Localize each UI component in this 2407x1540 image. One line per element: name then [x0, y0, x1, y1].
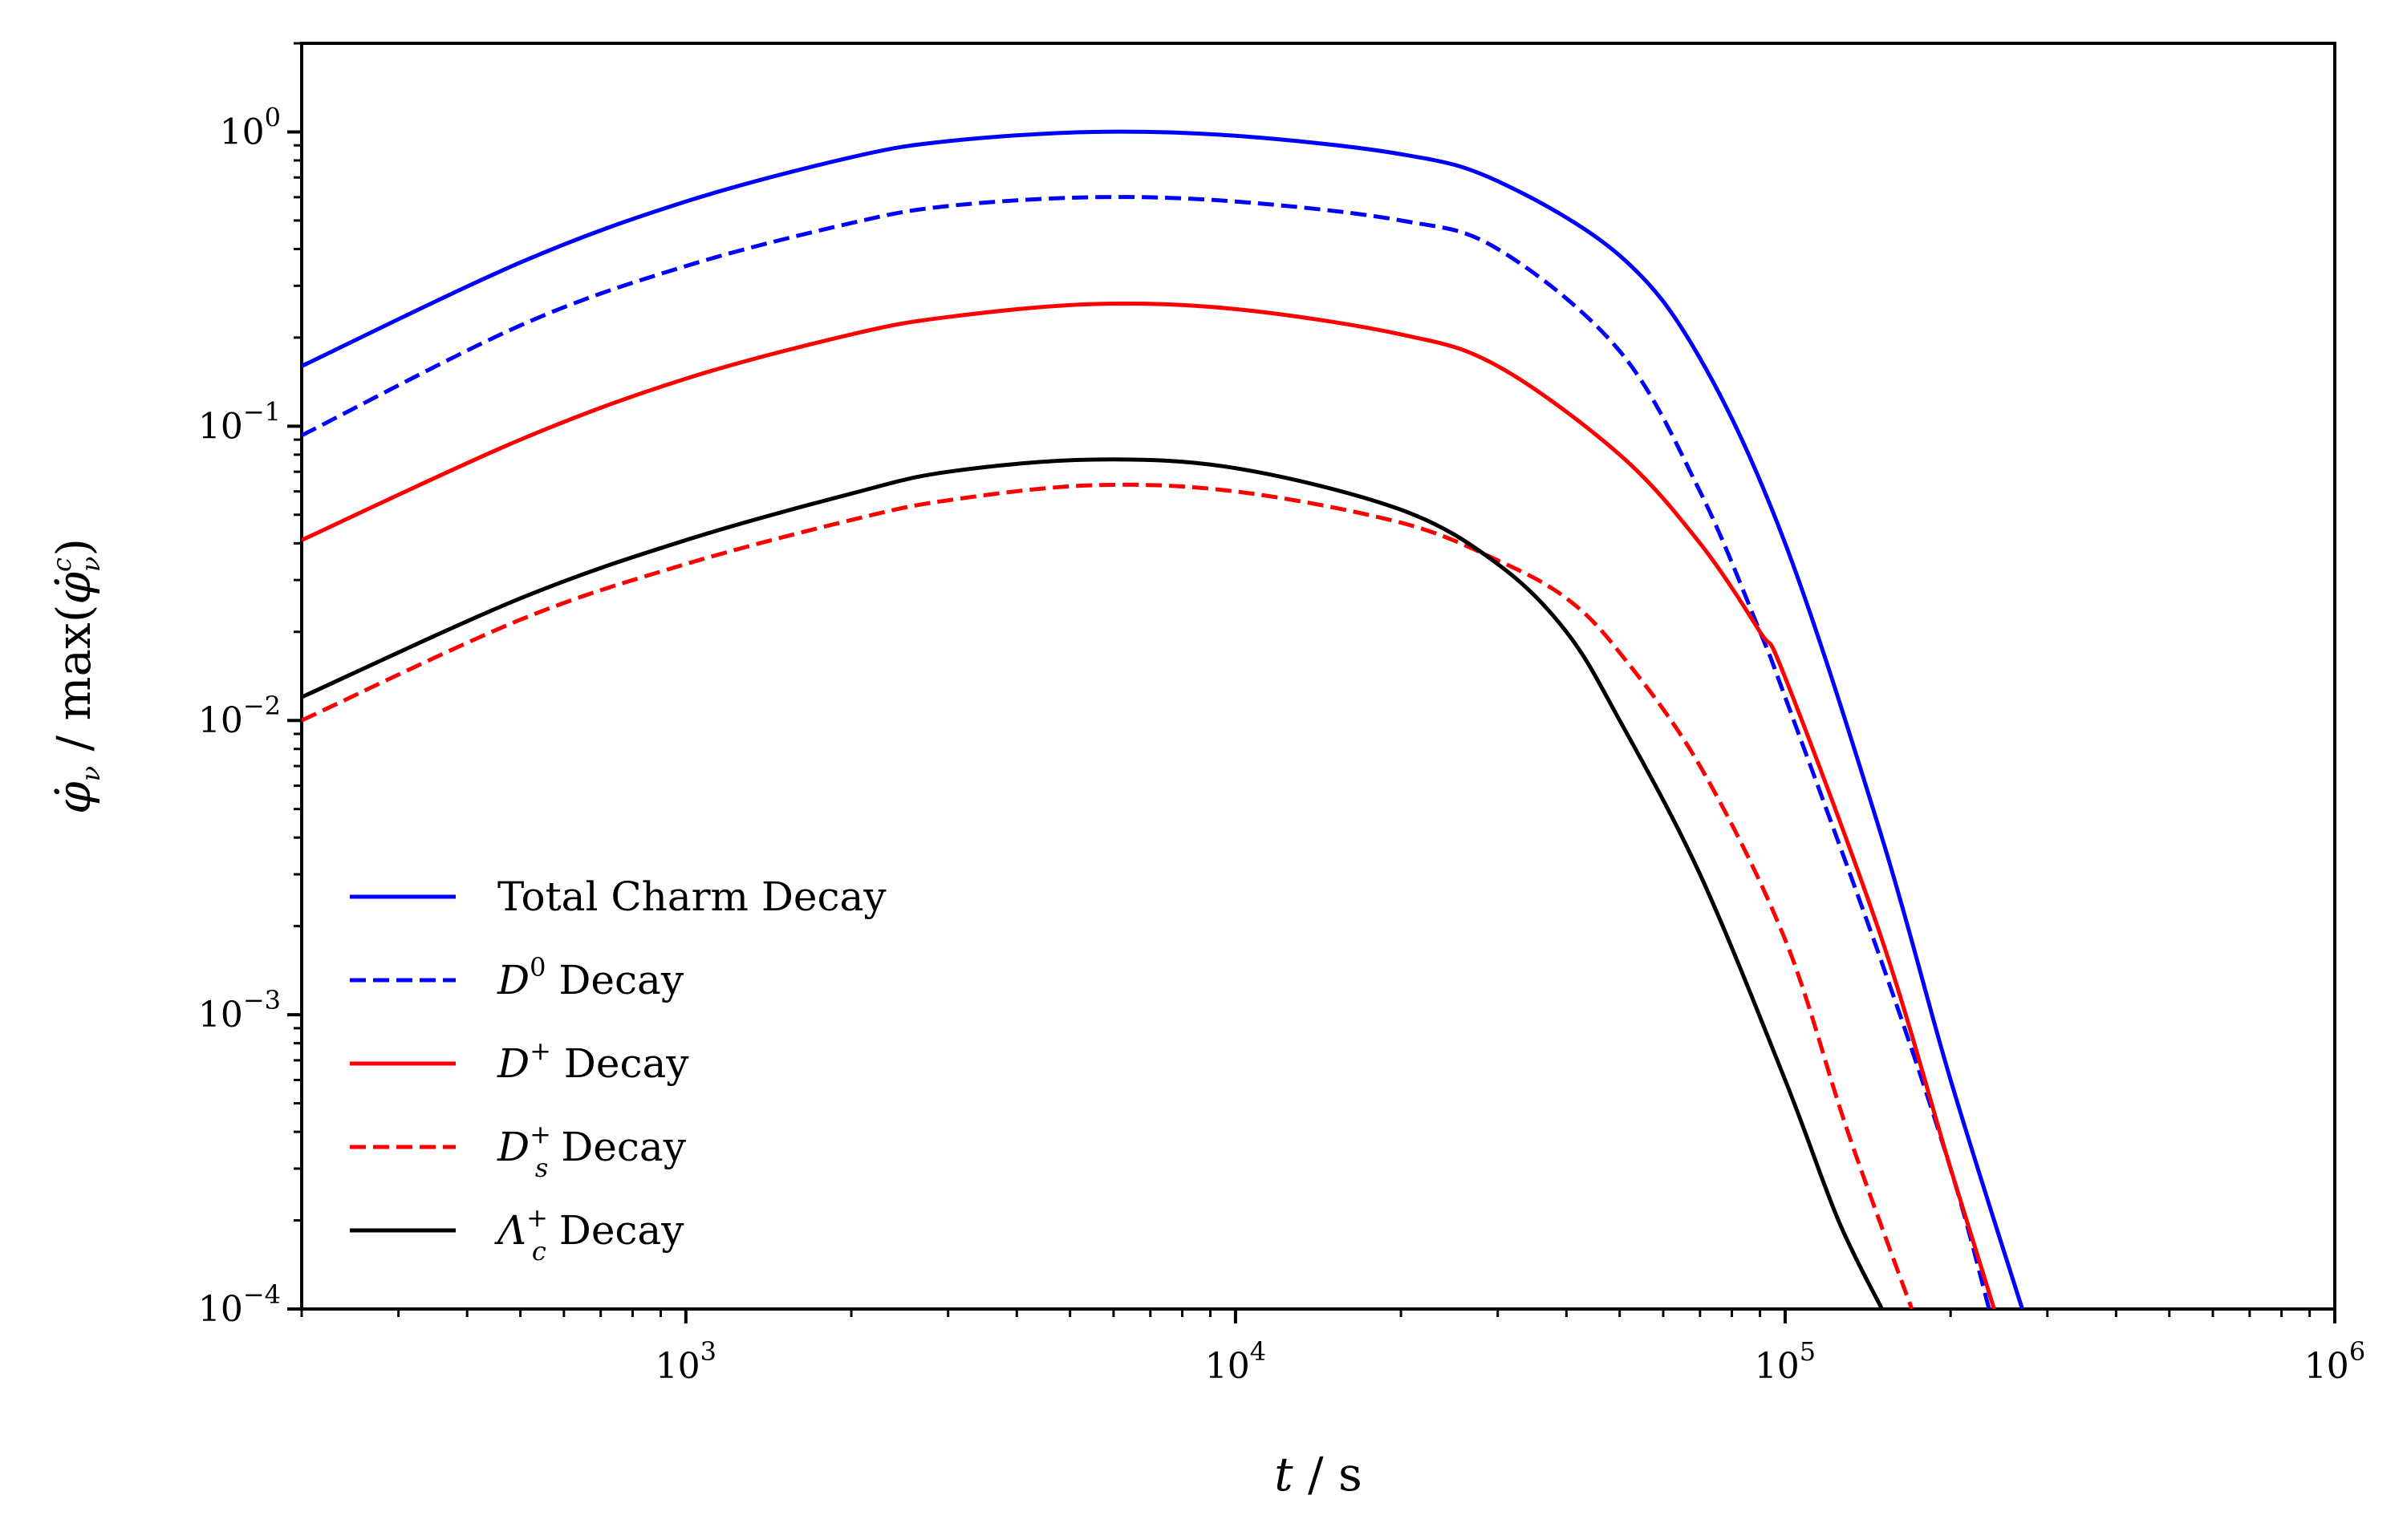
series-layer: [302, 129, 2024, 1309]
x-axis-label: t / s: [1274, 1447, 1362, 1502]
y-axis-ticks: [287, 42, 302, 1311]
y-tick-label: 10−1: [198, 396, 281, 447]
y-tick-label: 10−2: [198, 691, 281, 741]
legend-label: D+ Decay: [497, 1035, 689, 1087]
series-line-5: [302, 457, 1884, 1309]
legend-label: Λ+ c Decay: [494, 1202, 684, 1266]
x-axis-ticks: [300, 1309, 2336, 1323]
legend: Total Charm Decay D0 Decay D+ Decay D+ s Dec…: [350, 873, 887, 1266]
x-axis-tick-labels: 103 104 105 106: [656, 1336, 2366, 1387]
x-tick-label: 103: [656, 1336, 716, 1387]
series-line-4: [302, 482, 1914, 1309]
y-axis-label: φ̇ν / max(φ̇cν): [47, 538, 106, 814]
x-tick-label: 105: [1755, 1336, 1816, 1387]
plot-area-frame: [300, 42, 2336, 1311]
series-line-1: [302, 129, 2024, 1309]
legend-label: D+ s Decay: [497, 1119, 687, 1183]
x-tick-label: 106: [2304, 1336, 2365, 1387]
series-line-3: [302, 301, 1996, 1309]
y-tick-label: 10−4: [198, 1279, 281, 1330]
x-tick-label: 104: [1205, 1336, 1266, 1387]
y-axis-tick-labels: 100 10−1 10−2 10−3 10−4: [198, 102, 281, 1330]
y-tick-label: 10−3: [198, 985, 281, 1035]
legend-label: D0 Decay: [497, 952, 684, 1003]
legend-label: Total Charm Decay: [497, 873, 887, 920]
y-tick-label: 100: [220, 102, 281, 152]
series-line-2: [302, 195, 1991, 1309]
